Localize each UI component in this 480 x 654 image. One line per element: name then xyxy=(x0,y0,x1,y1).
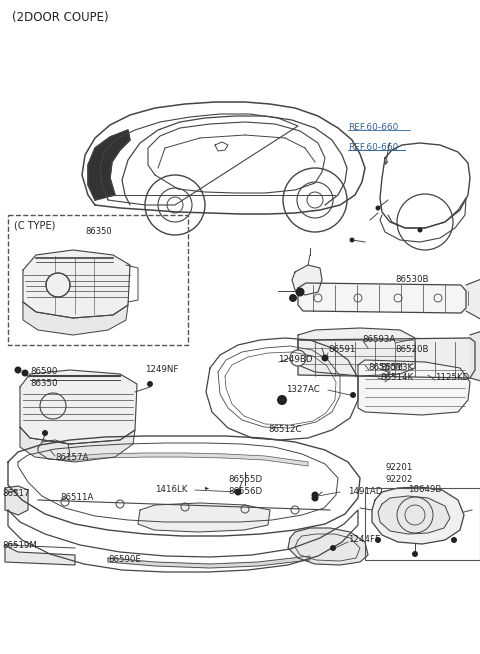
Bar xyxy=(365,488,480,560)
Text: 86512C: 86512C xyxy=(268,426,301,434)
Circle shape xyxy=(277,395,287,405)
Text: 86514K: 86514K xyxy=(380,373,413,383)
Text: 86519M: 86519M xyxy=(2,540,37,549)
Polygon shape xyxy=(65,453,308,466)
Text: 18649B: 18649B xyxy=(408,485,442,494)
Polygon shape xyxy=(23,302,128,335)
Text: REF.60-660: REF.60-660 xyxy=(348,143,398,152)
Text: 86350: 86350 xyxy=(85,228,112,237)
Text: 86513K: 86513K xyxy=(380,364,413,373)
Polygon shape xyxy=(138,503,270,532)
Text: 86517: 86517 xyxy=(2,489,29,498)
Bar xyxy=(8,215,188,345)
Text: 1249NF: 1249NF xyxy=(145,366,179,375)
Circle shape xyxy=(349,237,355,243)
Polygon shape xyxy=(372,487,464,544)
Text: 86590E: 86590E xyxy=(108,555,141,564)
Circle shape xyxy=(451,537,457,543)
Circle shape xyxy=(418,228,422,233)
Text: 86157A: 86157A xyxy=(55,453,88,462)
Circle shape xyxy=(289,294,297,302)
Text: 86511A: 86511A xyxy=(60,492,94,502)
Text: 86520B: 86520B xyxy=(395,345,429,354)
Text: 1416LK: 1416LK xyxy=(155,485,187,494)
Circle shape xyxy=(350,392,356,398)
Text: 92201: 92201 xyxy=(385,464,412,472)
Text: 1327AC: 1327AC xyxy=(286,385,320,394)
Polygon shape xyxy=(20,370,137,444)
Polygon shape xyxy=(298,328,415,376)
Circle shape xyxy=(322,354,328,362)
Circle shape xyxy=(375,537,381,543)
Text: ►: ► xyxy=(205,485,209,490)
Text: 86530B: 86530B xyxy=(395,275,429,284)
Text: 86590: 86590 xyxy=(30,368,58,377)
Circle shape xyxy=(330,545,336,551)
Circle shape xyxy=(42,430,48,436)
Polygon shape xyxy=(5,486,28,515)
Polygon shape xyxy=(378,496,450,534)
Text: 86350: 86350 xyxy=(30,379,58,388)
Text: 86591: 86591 xyxy=(328,345,355,354)
Circle shape xyxy=(46,273,70,297)
Circle shape xyxy=(375,205,381,211)
Circle shape xyxy=(296,288,304,296)
Text: 1125KD: 1125KD xyxy=(435,373,469,383)
Circle shape xyxy=(14,366,22,373)
Polygon shape xyxy=(20,427,135,462)
Circle shape xyxy=(235,489,241,496)
Polygon shape xyxy=(358,360,470,415)
Polygon shape xyxy=(292,265,322,295)
Text: 86593A: 86593A xyxy=(362,336,395,345)
Polygon shape xyxy=(298,338,475,378)
Polygon shape xyxy=(5,545,75,565)
Text: (2DOOR COUPE): (2DOOR COUPE) xyxy=(12,12,108,24)
Polygon shape xyxy=(470,330,480,382)
Circle shape xyxy=(412,551,418,557)
Polygon shape xyxy=(23,250,130,318)
Text: 92202: 92202 xyxy=(385,475,412,485)
Polygon shape xyxy=(298,283,466,313)
Text: 1249BD: 1249BD xyxy=(278,356,312,364)
Text: 1491AD: 1491AD xyxy=(348,487,383,496)
Circle shape xyxy=(290,350,306,366)
Text: REF.60-660: REF.60-660 xyxy=(348,124,398,133)
Text: (C TYPE): (C TYPE) xyxy=(14,220,55,230)
Polygon shape xyxy=(88,130,130,200)
Circle shape xyxy=(312,494,319,502)
Polygon shape xyxy=(466,278,480,321)
Polygon shape xyxy=(288,528,368,565)
Text: 86550M: 86550M xyxy=(368,364,403,373)
Polygon shape xyxy=(108,556,310,568)
Circle shape xyxy=(22,370,28,377)
Circle shape xyxy=(312,492,319,498)
Circle shape xyxy=(147,381,153,387)
Text: 1244FE: 1244FE xyxy=(348,536,381,545)
Text: 86556D: 86556D xyxy=(228,487,262,496)
Text: 86555D: 86555D xyxy=(228,475,262,485)
